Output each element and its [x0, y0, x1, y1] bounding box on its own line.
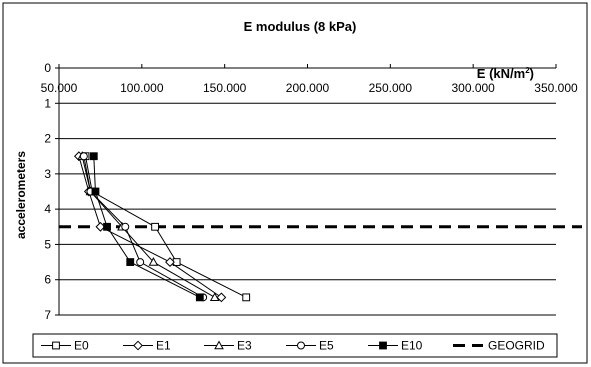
plot-area: 0 1 2 3 4 5 6 7 50.000 100.000 150.000 200.000 250.0… [41, 61, 582, 322]
data-point-e5-3 [136, 258, 145, 267]
x-tick-label-6: 350.000 [534, 81, 578, 95]
y-tick-label-0: 0 [44, 61, 51, 75]
data-point-e0-4 [242, 293, 251, 302]
chart-area-border [2, 2, 588, 364]
y-tick-label-4: 4 [44, 202, 51, 216]
legend-label-e0: E0 [74, 339, 89, 353]
legend-label-e10: E10 [401, 339, 423, 353]
data-point-e0-2 [151, 222, 159, 231]
legend-marker-e3 [214, 340, 224, 350]
y-axis-label: accelerometers [14, 151, 28, 239]
data-point-e10-3 [126, 258, 135, 266]
chart-title: E modulus (8 kPa) [244, 19, 357, 34]
legend: E0 E1 E3 E5 E10 GEOGRID [32, 333, 558, 358]
data-point-e10-2 [103, 222, 111, 231]
legend-label-e1: E1 [156, 339, 171, 353]
data-point-e1-4 [216, 292, 227, 303]
legend-marker-e5 [297, 341, 305, 350]
data-point-e3-3 [148, 257, 159, 266]
data-point-e1-3 [165, 257, 175, 267]
data-point-e5-2 [121, 222, 130, 231]
y-tick-label-5: 5 [44, 237, 51, 251]
legend-marker-e10 [379, 341, 387, 350]
x-tick-label-3: 200.000 [286, 81, 330, 95]
data-point-e5-0 [79, 152, 88, 161]
x-tick-label-4: 250.000 [369, 81, 413, 95]
legend-label-e3: E3 [237, 339, 252, 353]
y-tick-label-7: 7 [44, 308, 51, 322]
data-point-e10-0 [89, 152, 98, 161]
x-tick-label-5: 300.000 [451, 81, 495, 95]
x-tick-label-1: 100.000 [120, 81, 164, 95]
y-tick-label-1: 1 [44, 96, 51, 110]
legend-marker-e1 [133, 340, 143, 351]
legend-label-geogrid: GEOGRID [488, 339, 545, 353]
y-tick-label-6: 6 [44, 273, 51, 287]
legend-marker-e0 [52, 341, 60, 350]
data-point-e10-4 [195, 293, 204, 302]
y-tick-label-2: 2 [44, 132, 51, 146]
data-point-e3-4 [209, 292, 220, 302]
legend-label-e5: E5 [319, 339, 334, 353]
x-tick-label-0: 50.000 [41, 81, 78, 95]
x-axis-unit-label: E (kN/m2) [477, 66, 534, 81]
y-tick-label-3: 3 [44, 167, 51, 181]
x-tick-label-2: 150.000 [203, 81, 247, 95]
data-point-e10-1 [91, 187, 100, 196]
